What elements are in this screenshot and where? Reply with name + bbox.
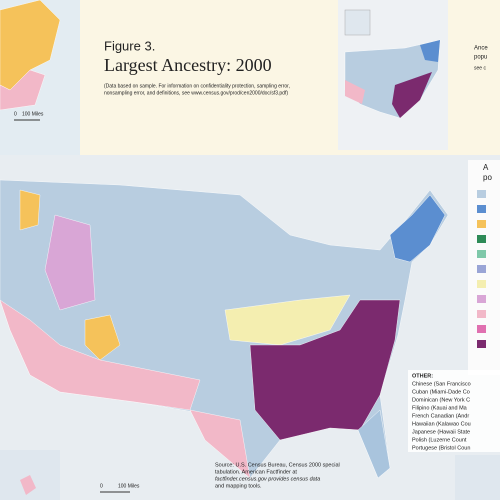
other-item: French Canadian (Andr	[412, 413, 469, 419]
swatch	[477, 205, 486, 213]
swatch	[477, 235, 486, 243]
scale-label: 100 Miles	[22, 111, 44, 117]
inset-region	[392, 72, 432, 118]
region-purple	[249, 299, 401, 441]
inset-text: popu	[474, 55, 487, 61]
region-florida	[357, 409, 391, 479]
other-item: Polish (Luzerne Count	[412, 437, 467, 443]
swatch	[477, 295, 486, 303]
other-title: OTHER:	[412, 373, 433, 379]
inset-box	[455, 455, 500, 500]
scale-label: 0	[100, 483, 103, 489]
region-orange	[84, 314, 121, 361]
source: factfinder.census.gov provides census da…	[215, 476, 320, 482]
swatch	[477, 220, 486, 228]
scale-label: 0	[14, 111, 17, 117]
region-pink	[0, 299, 201, 411]
legend-text: A	[483, 163, 489, 172]
swatch	[477, 265, 486, 273]
region-yellow	[224, 294, 351, 346]
inset-region	[420, 40, 440, 62]
other-item: Portugese (Bristol Coun	[412, 445, 470, 451]
swatch	[477, 280, 486, 288]
alaska-region	[0, 69, 46, 111]
region-mauve	[44, 214, 96, 311]
hawaii-island	[20, 475, 36, 495]
other-item: Dominican (New York C	[412, 397, 470, 403]
source: and mapping tools.	[215, 483, 262, 489]
source: Source: U.S. Census Bureau, Census 2000 …	[215, 462, 340, 468]
inset-region	[345, 80, 365, 104]
source: tabulation. American Factfinder at	[215, 469, 297, 475]
region-texas	[189, 409, 251, 479]
inset-text: see c	[474, 65, 486, 71]
swatch	[477, 340, 486, 348]
swatch	[477, 310, 486, 318]
inset-text: Ance	[474, 46, 488, 52]
legend-swatches	[477, 190, 486, 348]
swatch	[477, 325, 486, 333]
other-panel	[408, 370, 500, 452]
other-item: Hawaiian (Kalawao Cou	[412, 421, 471, 427]
region-blue	[389, 194, 446, 263]
swatch	[477, 190, 486, 198]
swatch	[477, 250, 486, 258]
other-item: Cuban (Miami-Dade Co	[412, 389, 470, 395]
region-orange	[19, 189, 41, 231]
legend-text: po	[483, 173, 492, 182]
other-item: Japanese (Hawaii State	[412, 429, 470, 435]
note: nonsampling error, and definitions, see …	[104, 90, 288, 96]
other-item: Filipino (Kauai and Ma	[412, 405, 468, 411]
figure-number: Figure 3.	[104, 38, 155, 53]
scale-label: 100 Miles	[118, 483, 140, 489]
other-item: Chinese (San Francisco	[412, 381, 471, 387]
note: (Data based on sample. For information o…	[104, 83, 290, 89]
inset-box	[344, 9, 371, 36]
title: Largest Ancestry: 2000	[104, 55, 272, 75]
